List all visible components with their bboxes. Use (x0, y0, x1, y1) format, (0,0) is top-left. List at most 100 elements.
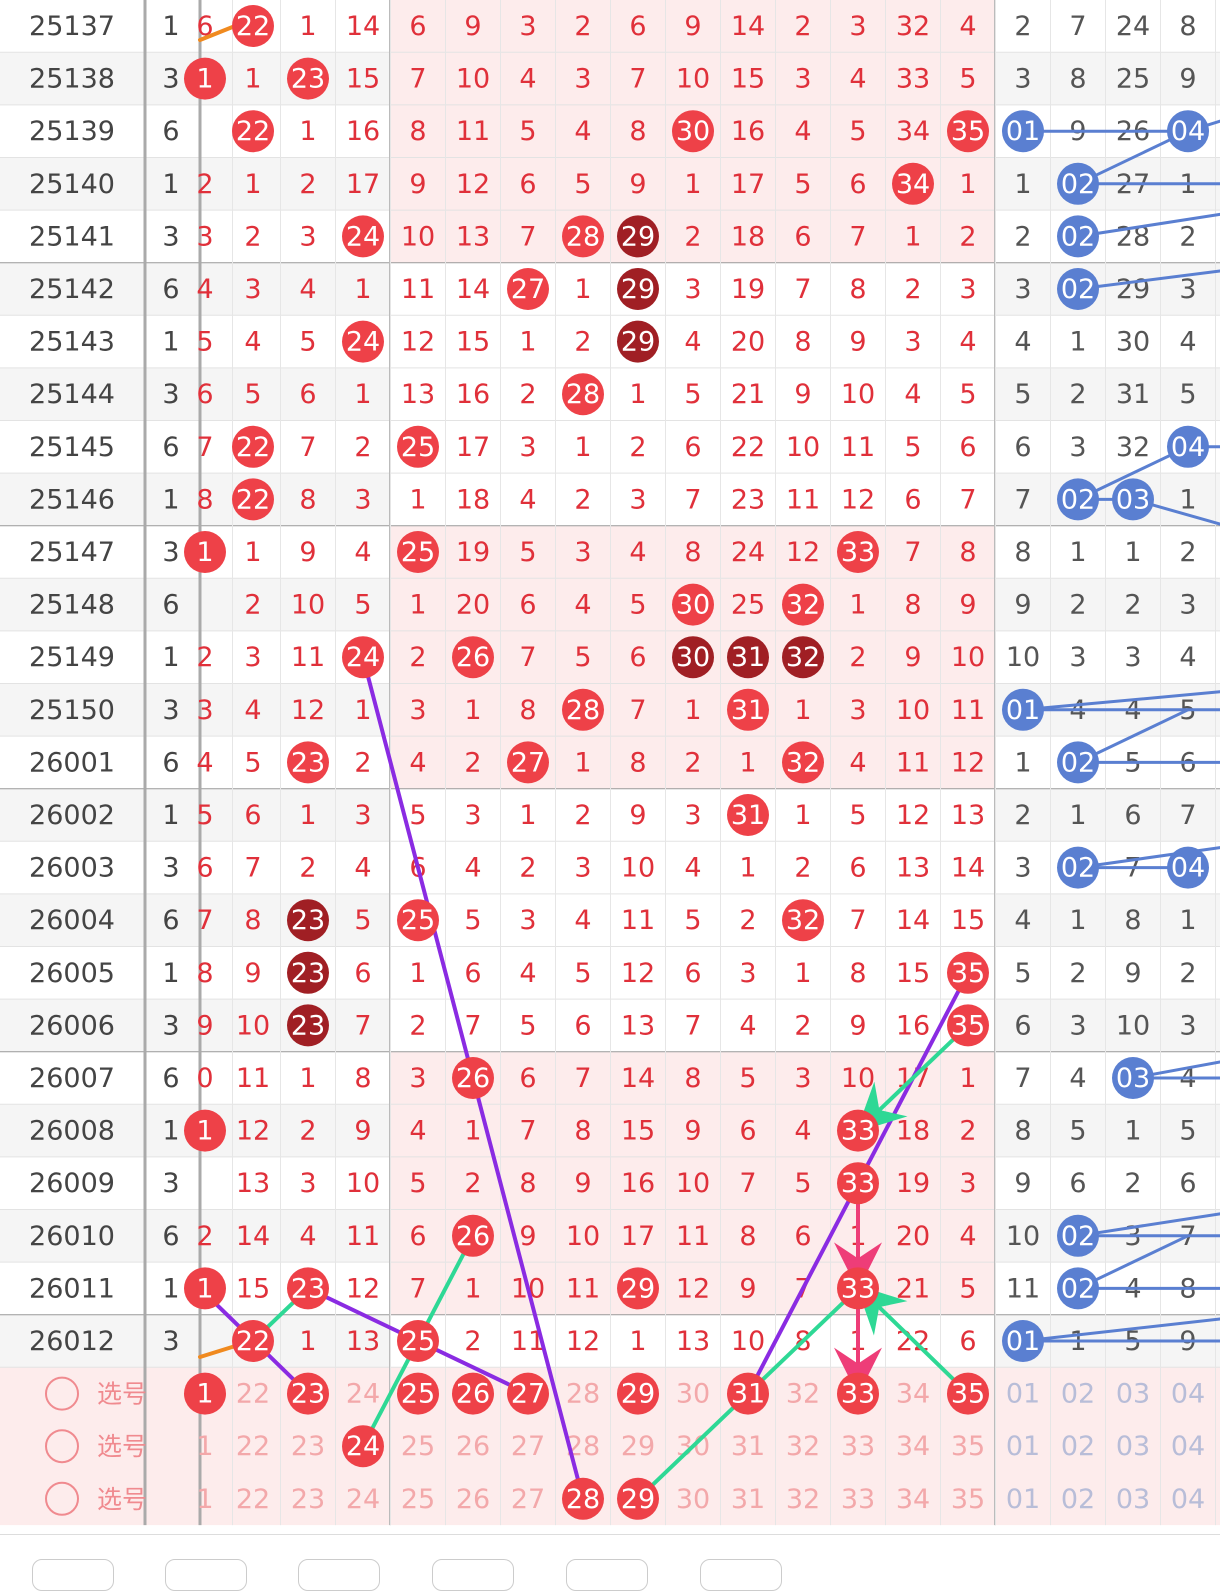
miss-value: 11 (841, 432, 875, 463)
miss-value: 9 (1179, 1326, 1196, 1357)
miss-value: 8 (519, 695, 536, 726)
row-bg (145, 999, 390, 1052)
toolbar-button-1[interactable] (32, 1559, 114, 1591)
miss-value: 3 (409, 1063, 426, 1094)
miss-value: 20 (896, 1221, 930, 1252)
miss-value: 10 (621, 853, 655, 884)
issue-number: 25146 (29, 484, 115, 515)
select-number: 30 (676, 1484, 710, 1515)
row-bg (0, 683, 145, 737)
remainder-value: 1 (162, 11, 179, 42)
miss-value: 12 (236, 1116, 270, 1147)
miss-value: 2 (519, 379, 536, 410)
toolbar-button-4[interactable] (432, 1559, 514, 1591)
miss-value: 3 (959, 1168, 976, 1199)
select-number: 22 (236, 1379, 270, 1410)
issue-number: 25140 (29, 169, 115, 200)
miss-value: 2 (1124, 1168, 1141, 1199)
miss-value: 4 (794, 116, 811, 147)
miss-value: 23 (731, 484, 765, 515)
remainder-value: 6 (162, 116, 179, 147)
row-bg (0, 210, 145, 263)
miss-value: 8 (1124, 905, 1141, 936)
miss-value: 2 (794, 11, 811, 42)
row-bg (995, 630, 1220, 684)
miss-value: 13 (456, 221, 490, 252)
miss-value: 1 (299, 11, 316, 42)
miss-value: 2 (464, 1326, 481, 1357)
miss-value: 7 (354, 1010, 371, 1041)
miss-value: 8 (244, 905, 261, 936)
miss-value: 11 (236, 1063, 270, 1094)
miss-value: 11 (401, 274, 435, 305)
toolbar-button-6[interactable] (700, 1559, 782, 1591)
miss-value: 1 (354, 695, 371, 726)
miss-value: 15 (621, 1116, 655, 1147)
miss-value: 17 (731, 169, 765, 200)
select-number: 27 (511, 1431, 545, 1462)
miss-value: 2 (299, 1116, 316, 1147)
miss-value: 3 (1014, 853, 1031, 884)
miss-value: 4 (739, 1010, 756, 1041)
miss-value: 16 (731, 116, 765, 147)
miss-value: 7 (519, 1116, 536, 1147)
miss-value: 12 (841, 484, 875, 515)
miss-value: 6 (794, 1221, 811, 1252)
miss-value: 2 (464, 1168, 481, 1199)
miss-value: 10 (786, 432, 820, 463)
toolbar-button-2[interactable] (165, 1559, 247, 1591)
toolbar-button-3[interactable] (298, 1559, 380, 1591)
miss-value: 1 (1179, 905, 1196, 936)
row-bg (0, 473, 145, 526)
miss-value: 26 (1116, 116, 1150, 147)
miss-value: 7 (849, 905, 866, 936)
miss-value: 5 (196, 800, 213, 831)
select-number: 03 (1116, 1431, 1150, 1462)
row-bg (995, 367, 1220, 421)
select-number: 34 (896, 1484, 930, 1515)
miss-value: 6 (409, 1221, 426, 1252)
miss-value: 5 (684, 905, 701, 936)
issue-number: 26005 (29, 958, 115, 989)
remainder-value: 3 (162, 1326, 179, 1357)
remainder-value: 6 (162, 274, 179, 305)
miss-value: 1 (244, 64, 261, 95)
issue-number: 25143 (29, 327, 115, 358)
miss-value: 5 (574, 958, 591, 989)
miss-value: 7 (519, 221, 536, 252)
miss-value: 7 (519, 642, 536, 673)
miss-value: 1 (1124, 1116, 1141, 1147)
miss-value: 3 (629, 484, 646, 515)
toolbar-button-5[interactable] (566, 1559, 648, 1591)
miss-value: 2 (959, 221, 976, 252)
miss-value: 6 (959, 432, 976, 463)
miss-value: 9 (959, 590, 976, 621)
miss-value: 10 (1006, 642, 1040, 673)
select-number: 02 (1061, 1484, 1095, 1515)
remainder-value: 1 (162, 642, 179, 673)
miss-value: 18 (896, 1116, 930, 1147)
select-number: 02 (1061, 1379, 1095, 1410)
miss-value: 1 (299, 1063, 316, 1094)
select-number: 27 (511, 1484, 545, 1515)
select-number: 33 (841, 1431, 875, 1462)
miss-value: 6 (464, 958, 481, 989)
row-bg (390, 262, 995, 316)
row-bg (995, 104, 1220, 158)
miss-value: 3 (1014, 64, 1031, 95)
select-number: 23 (291, 1431, 325, 1462)
miss-value: 2 (196, 642, 213, 673)
remainder-value: 6 (162, 747, 179, 778)
miss-value: 14 (456, 274, 490, 305)
select-radio[interactable] (45, 1376, 79, 1411)
row-bg (0, 157, 145, 211)
miss-value: 1 (519, 800, 536, 831)
row-bg (0, 1104, 145, 1157)
select-radio[interactable] (45, 1429, 79, 1464)
row-bg (995, 788, 1220, 842)
miss-value: 9 (684, 1116, 701, 1147)
miss-value: 17 (456, 432, 490, 463)
miss-value: 6 (739, 1116, 756, 1147)
miss-value: 3 (574, 64, 591, 95)
select-radio[interactable] (45, 1481, 79, 1516)
